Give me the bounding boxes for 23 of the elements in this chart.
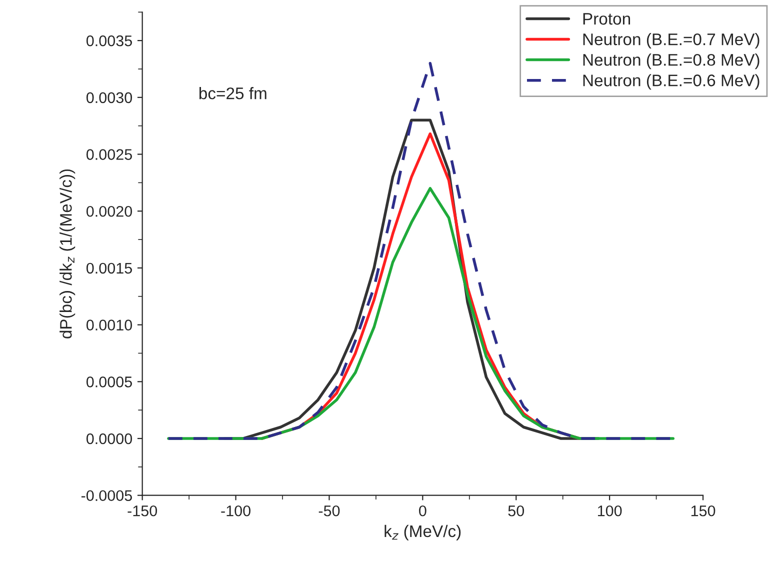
legend-label: Neutron (B.E.=0.8 MeV): [583, 54, 760, 70]
y-tick-label: 0.0020: [86, 206, 132, 217]
y-tick-label: -0.0005: [81, 490, 132, 502]
annotation: bc=25 fm: [199, 87, 266, 100]
y-tick-label: 0.0015: [86, 262, 132, 274]
y-tick-label: 0.0030: [86, 92, 132, 104]
legend-label: Neutron (B.E.=0.7 MeV): [583, 33, 760, 49]
y-tick-label: 0.0000: [86, 433, 132, 444]
x-axis-title: k$_{z}$ (MeV/c): [384, 524, 461, 540]
y-axis-title: dP(bc) /dk$_{z}$ (1/(MeV/c)): [60, 169, 76, 338]
x-tick-label: 0: [419, 505, 426, 516]
x-tick-label: -50: [318, 505, 340, 516]
x-tick-label: -100: [221, 505, 250, 516]
x-tick-label: 150: [691, 505, 716, 516]
y-tick-label: 0.0010: [86, 320, 132, 330]
x-tick-label: 100: [598, 505, 622, 516]
legend-label: Neutron (B.E.=0.6 MeV): [583, 74, 760, 90]
y-tick-label: 0.0005: [86, 376, 132, 388]
legend-label: Proton: [583, 13, 630, 25]
y-tick-label: 0.0025: [86, 149, 132, 160]
y-tick-label: 0.0035: [86, 35, 132, 46]
x-tick-label: 50: [508, 505, 524, 516]
x-tick-label: -150: [128, 505, 158, 516]
